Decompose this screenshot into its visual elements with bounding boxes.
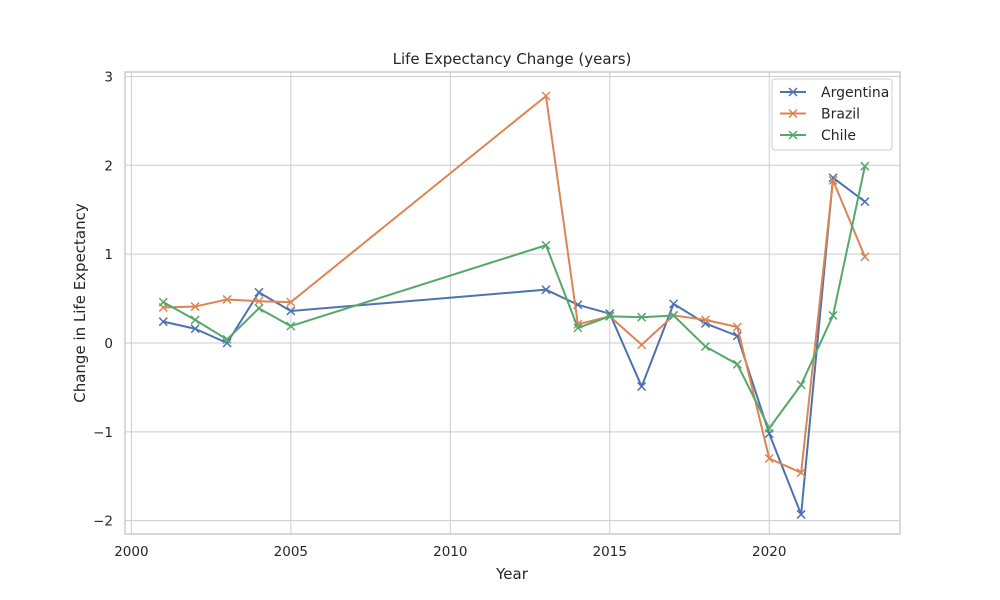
grid-lines bbox=[125, 72, 900, 534]
argentina-point bbox=[286, 306, 296, 316]
brazil-point bbox=[254, 296, 264, 306]
brazil-point bbox=[764, 453, 774, 464]
brazil-point bbox=[732, 322, 742, 332]
argentina-point bbox=[637, 381, 647, 392]
x-axis-label: Year bbox=[495, 565, 529, 583]
legend-label-chile: Chile bbox=[821, 128, 856, 144]
y-tick-label: −1 bbox=[93, 425, 113, 441]
chile-point bbox=[158, 297, 168, 307]
x-tick-label: 2015 bbox=[593, 544, 627, 560]
chile-point bbox=[222, 334, 232, 344]
chile-point bbox=[541, 240, 551, 250]
chile-point bbox=[254, 303, 264, 313]
brazil-point bbox=[222, 294, 232, 304]
chile-point bbox=[605, 311, 615, 321]
x-tick-label: 2005 bbox=[274, 544, 308, 560]
brazil-point bbox=[828, 175, 838, 185]
chile-point bbox=[796, 380, 806, 390]
y-tick-label: −2 bbox=[93, 514, 113, 530]
argentina-point bbox=[222, 338, 232, 348]
y-axis-label: Change in Life Expectancy bbox=[71, 203, 89, 403]
legend-chile-point bbox=[788, 130, 798, 140]
y-tick-label: 0 bbox=[104, 336, 113, 352]
series-line-chile bbox=[162, 165, 866, 430]
argentina-point bbox=[860, 197, 870, 207]
legend-argentina-point bbox=[788, 87, 798, 97]
y-axis-ticks: −2 −1 0 1 2 3 bbox=[93, 69, 113, 529]
argentina-point bbox=[190, 324, 200, 334]
legend-box bbox=[771, 78, 893, 151]
plot-frame bbox=[124, 71, 901, 535]
chile-point bbox=[828, 310, 838, 320]
legend: Argentina Brazil Chile bbox=[771, 78, 893, 151]
series-chile bbox=[158, 161, 870, 433]
y-tick-label: 1 bbox=[104, 247, 113, 263]
chile-point bbox=[764, 423, 774, 433]
chile-point bbox=[573, 323, 583, 333]
chile-point bbox=[732, 359, 742, 369]
chile-point bbox=[860, 161, 870, 171]
legend-label-argentina: Argentina bbox=[821, 85, 889, 101]
series-line-argentina bbox=[163, 176, 866, 516]
argentina-point bbox=[254, 287, 264, 297]
argentina-point bbox=[541, 285, 551, 295]
x-tick-label: 2010 bbox=[433, 544, 467, 560]
brazil-point bbox=[541, 91, 551, 101]
brazil-point bbox=[637, 340, 647, 350]
series-line-brazil bbox=[163, 94, 866, 474]
chile-point bbox=[637, 312, 647, 322]
series-argentina bbox=[158, 173, 870, 519]
brazil-point bbox=[286, 297, 296, 307]
brazil-point bbox=[860, 252, 870, 262]
chile-point bbox=[700, 342, 710, 352]
brazil-point bbox=[796, 468, 806, 478]
chile-point bbox=[286, 321, 296, 331]
x-axis-ticks: 2000 2005 2010 2015 2020 bbox=[114, 544, 786, 560]
legend-item-chile: Chile bbox=[780, 128, 856, 144]
argentina-point bbox=[828, 173, 838, 183]
brazil-point bbox=[190, 302, 200, 312]
y-tick-label: 3 bbox=[104, 69, 113, 85]
chile-point bbox=[669, 310, 679, 320]
series-layer bbox=[158, 91, 870, 519]
series-brazil bbox=[158, 91, 870, 478]
argentina-point bbox=[669, 299, 679, 309]
argentina-point bbox=[158, 317, 168, 327]
legend-item-argentina: Argentina bbox=[780, 85, 889, 101]
chile-point bbox=[190, 315, 200, 325]
argentina-point bbox=[796, 509, 806, 519]
x-tick-label: 2000 bbox=[114, 544, 148, 560]
x-tick-label: 2020 bbox=[752, 544, 786, 560]
y-tick-label: 2 bbox=[104, 158, 113, 174]
legend-item-brazil: Brazil bbox=[780, 107, 860, 123]
legend-brazil-point bbox=[788, 108, 798, 119]
brazil-point bbox=[700, 315, 710, 325]
legend-label-brazil: Brazil bbox=[821, 107, 860, 123]
chart-title: Life Expectancy Change (years) bbox=[393, 50, 632, 68]
